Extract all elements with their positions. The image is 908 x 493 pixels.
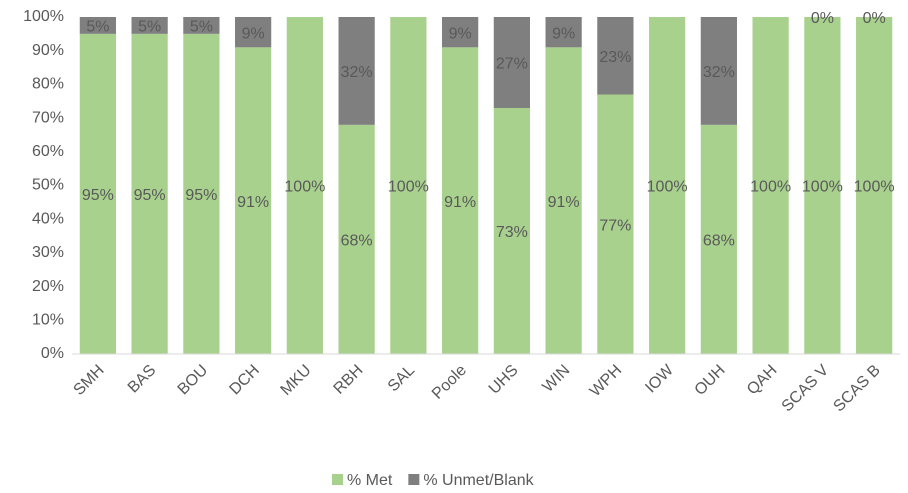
bar-segment: [79, 33, 116, 354]
data-label: 100%: [647, 179, 688, 196]
bar-segment: [183, 33, 220, 354]
x-tick-label: BOU: [175, 362, 212, 399]
bar-segment: [390, 17, 427, 354]
legend-swatch: [332, 474, 343, 485]
data-label: 100%: [388, 179, 429, 196]
y-tick-label: 70%: [32, 109, 64, 126]
data-label: 95%: [134, 187, 166, 204]
data-label: 27%: [496, 56, 528, 73]
bar-segment: [649, 17, 686, 354]
data-label: 100%: [802, 179, 843, 196]
bar-segment: [183, 17, 220, 34]
bar-segment: [442, 17, 479, 48]
x-tick-label: SMH: [71, 362, 108, 399]
x-tick-label: SCAS V: [779, 362, 833, 416]
bar-segment: [804, 17, 841, 354]
x-tick-label: WIN: [539, 362, 573, 396]
legend-label: % Met: [347, 472, 393, 489]
data-label: 0%: [863, 10, 886, 27]
y-tick-label: 100%: [23, 8, 64, 25]
data-label: 91%: [444, 194, 476, 211]
bar-segment: [493, 17, 530, 108]
y-tick-label: 40%: [32, 210, 64, 227]
data-label: 68%: [341, 233, 373, 250]
data-label: 32%: [341, 64, 373, 81]
y-tick-label: 60%: [32, 143, 64, 160]
bar-segment: [131, 33, 168, 354]
y-tick-label: 30%: [32, 244, 64, 261]
data-label: 68%: [703, 233, 735, 250]
bar-segment: [131, 17, 168, 34]
x-tick-label: OUH: [692, 362, 729, 399]
data-label: 9%: [552, 25, 575, 42]
bar-segment: [856, 17, 893, 354]
y-tick-label: 80%: [32, 76, 64, 93]
data-label: 91%: [237, 194, 269, 211]
bar-segment: [338, 124, 375, 354]
x-tick-label: Poole: [429, 362, 470, 403]
x-tick-label: QAH: [744, 362, 781, 399]
data-label: 100%: [750, 179, 791, 196]
y-tick-label: 20%: [32, 278, 64, 295]
data-label: 23%: [599, 49, 631, 66]
bar-segment: [597, 94, 634, 354]
bar-segment: [286, 17, 323, 354]
x-tick-label: BAS: [125, 362, 160, 397]
data-label: 32%: [703, 64, 735, 81]
y-tick-label: 10%: [32, 312, 64, 329]
bar-segment: [545, 47, 582, 355]
bar-segment: [338, 17, 375, 125]
x-tick-label: MKU: [278, 362, 315, 399]
bar-segment: [493, 107, 530, 355]
bar-segment: [545, 17, 582, 48]
y-tick-label: 0%: [41, 345, 64, 362]
bar-segment: [752, 17, 789, 354]
x-tick-label: UHS: [486, 362, 522, 398]
data-label: 77%: [599, 217, 631, 234]
legend-swatch: [408, 474, 420, 485]
data-label: 5%: [138, 19, 161, 36]
bar-segment: [235, 17, 272, 48]
data-label: 100%: [854, 179, 895, 196]
bar-segment: [700, 17, 737, 125]
bar-segment: [597, 17, 634, 95]
data-label: 73%: [496, 224, 528, 241]
x-tick-label: SAL: [385, 362, 418, 395]
x-tick-label: SCAS B: [830, 362, 884, 416]
data-label: 9%: [242, 25, 265, 42]
y-tick-label: 50%: [32, 177, 64, 194]
x-tick-label: RBH: [331, 362, 367, 398]
bar-segment: [79, 17, 116, 34]
data-label: 100%: [284, 179, 325, 196]
y-tick-label: 90%: [32, 42, 64, 59]
bar-segment: [442, 47, 479, 355]
data-label: 95%: [82, 187, 114, 204]
x-tick-label: IOW: [642, 361, 677, 396]
bar-segment: [235, 47, 272, 355]
data-label: 91%: [548, 194, 580, 211]
x-tick-label: DCH: [226, 362, 263, 399]
data-label: 0%: [811, 10, 834, 27]
bar-segment: [700, 124, 737, 354]
data-label: 9%: [449, 25, 472, 42]
legend-label: % Unmet/Blank: [423, 472, 534, 489]
data-label: 5%: [190, 19, 213, 36]
x-tick-label: WPH: [587, 362, 625, 400]
data-label: 5%: [86, 19, 109, 36]
data-label: 95%: [185, 187, 217, 204]
